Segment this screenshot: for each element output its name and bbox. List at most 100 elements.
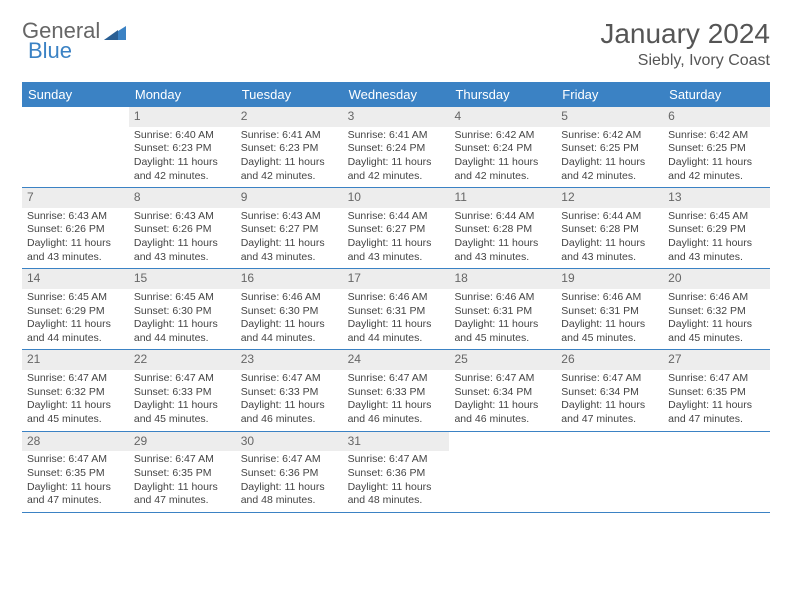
sunrise-line: Sunrise: 6:47 AM: [27, 372, 124, 386]
sunset-line: Sunset: 6:24 PM: [348, 142, 445, 156]
calendar-day: 25Sunrise: 6:47 AMSunset: 6:34 PMDayligh…: [449, 350, 556, 430]
sunset-line: Sunset: 6:35 PM: [134, 467, 231, 481]
sunset-line: Sunset: 6:35 PM: [27, 467, 124, 481]
sunrise-line: Sunrise: 6:47 AM: [668, 372, 765, 386]
sunrise-line: Sunrise: 6:44 AM: [454, 210, 551, 224]
daylight-line: Daylight: 11 hours and 46 minutes.: [241, 399, 338, 426]
daylight-line: Daylight: 11 hours and 42 minutes.: [241, 156, 338, 183]
day-data: Sunrise: 6:47 AMSunset: 6:34 PMDaylight:…: [449, 370, 556, 431]
day-number: 17: [343, 269, 450, 289]
calendar-day: 9Sunrise: 6:43 AMSunset: 6:27 PMDaylight…: [236, 188, 343, 268]
title-block: January 2024 Siebly, Ivory Coast: [600, 18, 770, 70]
calendar-day: 11Sunrise: 6:44 AMSunset: 6:28 PMDayligh…: [449, 188, 556, 268]
day-number: 23: [236, 350, 343, 370]
calendar-day: 13Sunrise: 6:45 AMSunset: 6:29 PMDayligh…: [663, 188, 770, 268]
calendar-day: 26Sunrise: 6:47 AMSunset: 6:34 PMDayligh…: [556, 350, 663, 430]
daylight-line: Daylight: 11 hours and 47 minutes.: [27, 481, 124, 508]
day-data: Sunrise: 6:40 AMSunset: 6:23 PMDaylight:…: [129, 127, 236, 188]
sunrise-line: Sunrise: 6:45 AM: [27, 291, 124, 305]
day-data: Sunrise: 6:44 AMSunset: 6:28 PMDaylight:…: [449, 208, 556, 269]
calendar-day: 14Sunrise: 6:45 AMSunset: 6:29 PMDayligh…: [22, 269, 129, 349]
day-data: Sunrise: 6:41 AMSunset: 6:23 PMDaylight:…: [236, 127, 343, 188]
dow-label: Thursday: [449, 82, 556, 107]
sunset-line: Sunset: 6:27 PM: [348, 223, 445, 237]
day-number: 31: [343, 432, 450, 452]
sunset-line: Sunset: 6:33 PM: [241, 386, 338, 400]
daylight-line: Daylight: 11 hours and 44 minutes.: [241, 318, 338, 345]
daylight-line: Daylight: 11 hours and 42 minutes.: [454, 156, 551, 183]
day-data: Sunrise: 6:44 AMSunset: 6:27 PMDaylight:…: [343, 208, 450, 269]
sunset-line: Sunset: 6:36 PM: [241, 467, 338, 481]
sunrise-line: Sunrise: 6:46 AM: [454, 291, 551, 305]
daylight-line: Daylight: 11 hours and 46 minutes.: [454, 399, 551, 426]
day-data: Sunrise: 6:45 AMSunset: 6:30 PMDaylight:…: [129, 289, 236, 350]
calendar-day: 20Sunrise: 6:46 AMSunset: 6:32 PMDayligh…: [663, 269, 770, 349]
calendar-day: 5Sunrise: 6:42 AMSunset: 6:25 PMDaylight…: [556, 107, 663, 187]
logo-line2: Blue: [28, 38, 72, 64]
day-data: Sunrise: 6:47 AMSunset: 6:33 PMDaylight:…: [343, 370, 450, 431]
calendar-day: 3Sunrise: 6:41 AMSunset: 6:24 PMDaylight…: [343, 107, 450, 187]
day-data: Sunrise: 6:47 AMSunset: 6:36 PMDaylight:…: [343, 451, 450, 512]
logo-text-2: Blue: [28, 38, 72, 64]
daylight-line: Daylight: 11 hours and 43 minutes.: [561, 237, 658, 264]
day-data: Sunrise: 6:42 AMSunset: 6:24 PMDaylight:…: [449, 127, 556, 188]
sunrise-line: Sunrise: 6:41 AM: [241, 129, 338, 143]
day-number: 22: [129, 350, 236, 370]
calendar-day: 12Sunrise: 6:44 AMSunset: 6:28 PMDayligh…: [556, 188, 663, 268]
daylight-line: Daylight: 11 hours and 42 minutes.: [668, 156, 765, 183]
day-data: Sunrise: 6:42 AMSunset: 6:25 PMDaylight:…: [663, 127, 770, 188]
sunrise-line: Sunrise: 6:41 AM: [348, 129, 445, 143]
day-data: Sunrise: 6:47 AMSunset: 6:35 PMDaylight:…: [22, 451, 129, 512]
sunrise-line: Sunrise: 6:44 AM: [561, 210, 658, 224]
day-data: Sunrise: 6:46 AMSunset: 6:31 PMDaylight:…: [343, 289, 450, 350]
sunrise-line: Sunrise: 6:46 AM: [241, 291, 338, 305]
dow-label: Monday: [129, 82, 236, 107]
dow-label: Wednesday: [343, 82, 450, 107]
day-data: Sunrise: 6:47 AMSunset: 6:33 PMDaylight:…: [129, 370, 236, 431]
sunset-line: Sunset: 6:31 PM: [561, 305, 658, 319]
calendar-empty: .: [663, 432, 770, 512]
day-data: Sunrise: 6:45 AMSunset: 6:29 PMDaylight:…: [22, 289, 129, 350]
calendar-header-row: SundayMondayTuesdayWednesdayThursdayFrid…: [22, 82, 770, 107]
day-number: 18: [449, 269, 556, 289]
day-data: Sunrise: 6:41 AMSunset: 6:24 PMDaylight:…: [343, 127, 450, 188]
calendar-week: 7 Sunrise: 6:43 AM Sunset: 6:26 PM Daylight…: [22, 188, 770, 269]
day-number: 7: [22, 188, 129, 208]
sunrise-line: Sunrise: 6:40 AM: [134, 129, 231, 143]
calendar-week: 28Sunrise: 6:47 AMSunset: 6:35 PMDayligh…: [22, 432, 770, 513]
sunset-line: Sunset: 6:30 PM: [241, 305, 338, 319]
sunrise-line: Sunrise: 6:47 AM: [134, 372, 231, 386]
sunrise-line: Sunrise: 6:43 AM: [134, 210, 231, 224]
day-number: 24: [343, 350, 450, 370]
daylight-line: Daylight: 11 hours and 43 minutes.: [134, 237, 231, 264]
calendar-week: 21Sunrise: 6:47 AMSunset: 6:32 PMDayligh…: [22, 350, 770, 431]
day-data: Sunrise: 6:46 AMSunset: 6:30 PMDaylight:…: [236, 289, 343, 350]
daylight-line: Daylight: 11 hours and 45 minutes.: [134, 399, 231, 426]
daylight-line: Daylight: 11 hours and 48 minutes.: [348, 481, 445, 508]
sunset-line: Sunset: 6:29 PM: [27, 305, 124, 319]
sunrise-line: Sunrise: 6:47 AM: [348, 453, 445, 467]
sunset-line: Sunset: 6:26 PM: [27, 223, 124, 237]
sunrise-line: Sunrise: 6:46 AM: [348, 291, 445, 305]
calendar-week: .1Sunrise: 6:40 AMSunset: 6:23 PMDayligh…: [22, 107, 770, 188]
daylight-line: Daylight: 11 hours and 43 minutes.: [454, 237, 551, 264]
calendar-week: 14Sunrise: 6:45 AMSunset: 6:29 PMDayligh…: [22, 269, 770, 350]
daylight-line: Daylight: 11 hours and 45 minutes.: [27, 399, 124, 426]
calendar-empty: .: [556, 432, 663, 512]
day-number: 8: [129, 188, 236, 208]
sunset-line: Sunset: 6:33 PM: [348, 386, 445, 400]
sunset-line: Sunset: 6:32 PM: [27, 386, 124, 400]
daylight-line: Daylight: 11 hours and 48 minutes.: [241, 481, 338, 508]
sunset-line: Sunset: 6:25 PM: [561, 142, 658, 156]
calendar-empty: .: [449, 432, 556, 512]
sunrise-line: Sunrise: 6:47 AM: [27, 453, 124, 467]
daylight-line: Daylight: 11 hours and 45 minutes.: [561, 318, 658, 345]
calendar-day: 21Sunrise: 6:47 AMSunset: 6:32 PMDayligh…: [22, 350, 129, 430]
day-data: Sunrise: 6:47 AMSunset: 6:33 PMDaylight:…: [236, 370, 343, 431]
sunrise-line: Sunrise: 6:47 AM: [134, 453, 231, 467]
day-data: Sunrise: 6:47 AMSunset: 6:35 PMDaylight:…: [129, 451, 236, 512]
sunrise-line: Sunrise: 6:45 AM: [134, 291, 231, 305]
day-number: 29: [129, 432, 236, 452]
sunset-line: Sunset: 6:34 PM: [454, 386, 551, 400]
calendar-day: 29Sunrise: 6:47 AMSunset: 6:35 PMDayligh…: [129, 432, 236, 512]
